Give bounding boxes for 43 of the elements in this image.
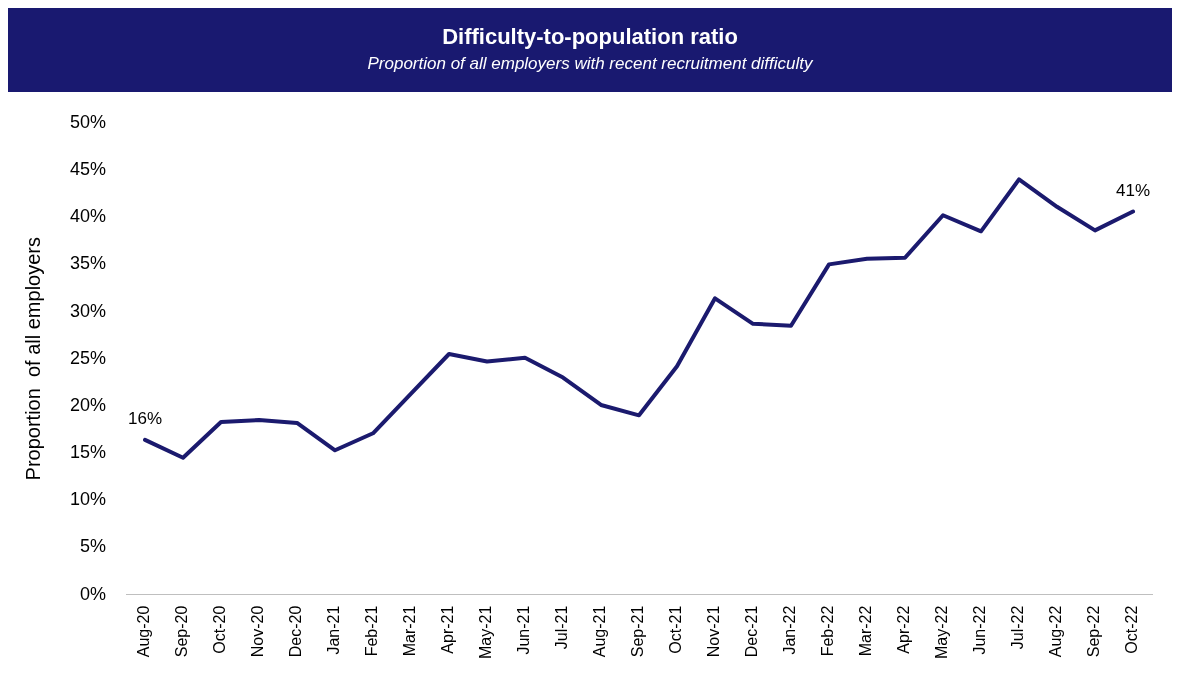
y-tick-label: 5%	[80, 536, 107, 557]
y-tick-label: 50%	[70, 111, 107, 132]
x-tick-label: Oct-22	[1123, 605, 1141, 654]
x-tick-label: Jul-22	[1009, 605, 1027, 650]
x-tick-label: Mar-21	[401, 605, 419, 657]
data-label: 16%	[128, 409, 163, 429]
x-tick-label: Aug-22	[1047, 605, 1065, 658]
x-tick-label: Sep-22	[1085, 605, 1103, 658]
chart-subtitle: Proportion of all employers with recent recruitment difficulty	[366, 54, 814, 74]
x-tick-label: Aug-20	[135, 605, 153, 658]
x-tick-label: Jul-21	[553, 605, 571, 650]
y-tick-label: 45%	[70, 158, 107, 179]
y-tick-label: 25%	[70, 347, 107, 368]
x-tick-label: Dec-21	[743, 605, 761, 658]
y-tick-label: 40%	[70, 206, 107, 227]
x-tick-label: Feb-21	[363, 605, 381, 657]
y-tick-label: 10%	[70, 489, 107, 510]
x-tick-label: May-22	[933, 605, 951, 660]
x-tick-label: Jan-21	[325, 605, 343, 655]
x-tick-label: Nov-21	[705, 605, 723, 658]
y-tick-label: 0%	[80, 583, 107, 604]
x-tick-label: Apr-22	[895, 605, 913, 654]
x-tick-label: Oct-20	[211, 605, 229, 654]
x-tick-label: Jun-21	[515, 605, 533, 655]
x-tick-label: Aug-21	[591, 605, 609, 658]
data-label: 41%	[1115, 180, 1151, 200]
y-axis-title: Proportion of all employers	[21, 237, 44, 481]
y-tick-label: 35%	[70, 253, 107, 274]
y-tick-label: 30%	[70, 300, 107, 321]
x-tick-label: Sep-20	[173, 605, 191, 658]
x-tick-label: Dec-20	[287, 605, 305, 658]
y-tick-label: 15%	[70, 442, 107, 463]
chart-title: Difficulty-to-population ratio	[441, 24, 739, 50]
x-tick-label: Mar-22	[857, 605, 875, 657]
x-tick-label: Jun-22	[971, 605, 989, 655]
x-tick-label: Nov-20	[249, 605, 267, 658]
x-tick-label: Feb-22	[819, 605, 837, 657]
x-tick-label: May-21	[477, 605, 495, 660]
x-tick-label: Oct-21	[667, 605, 685, 654]
x-tick-label: Apr-21	[439, 605, 457, 654]
x-tick-label: Jan-22	[781, 605, 799, 655]
y-tick-label: 20%	[70, 394, 107, 415]
x-tick-label: Sep-21	[629, 605, 647, 658]
